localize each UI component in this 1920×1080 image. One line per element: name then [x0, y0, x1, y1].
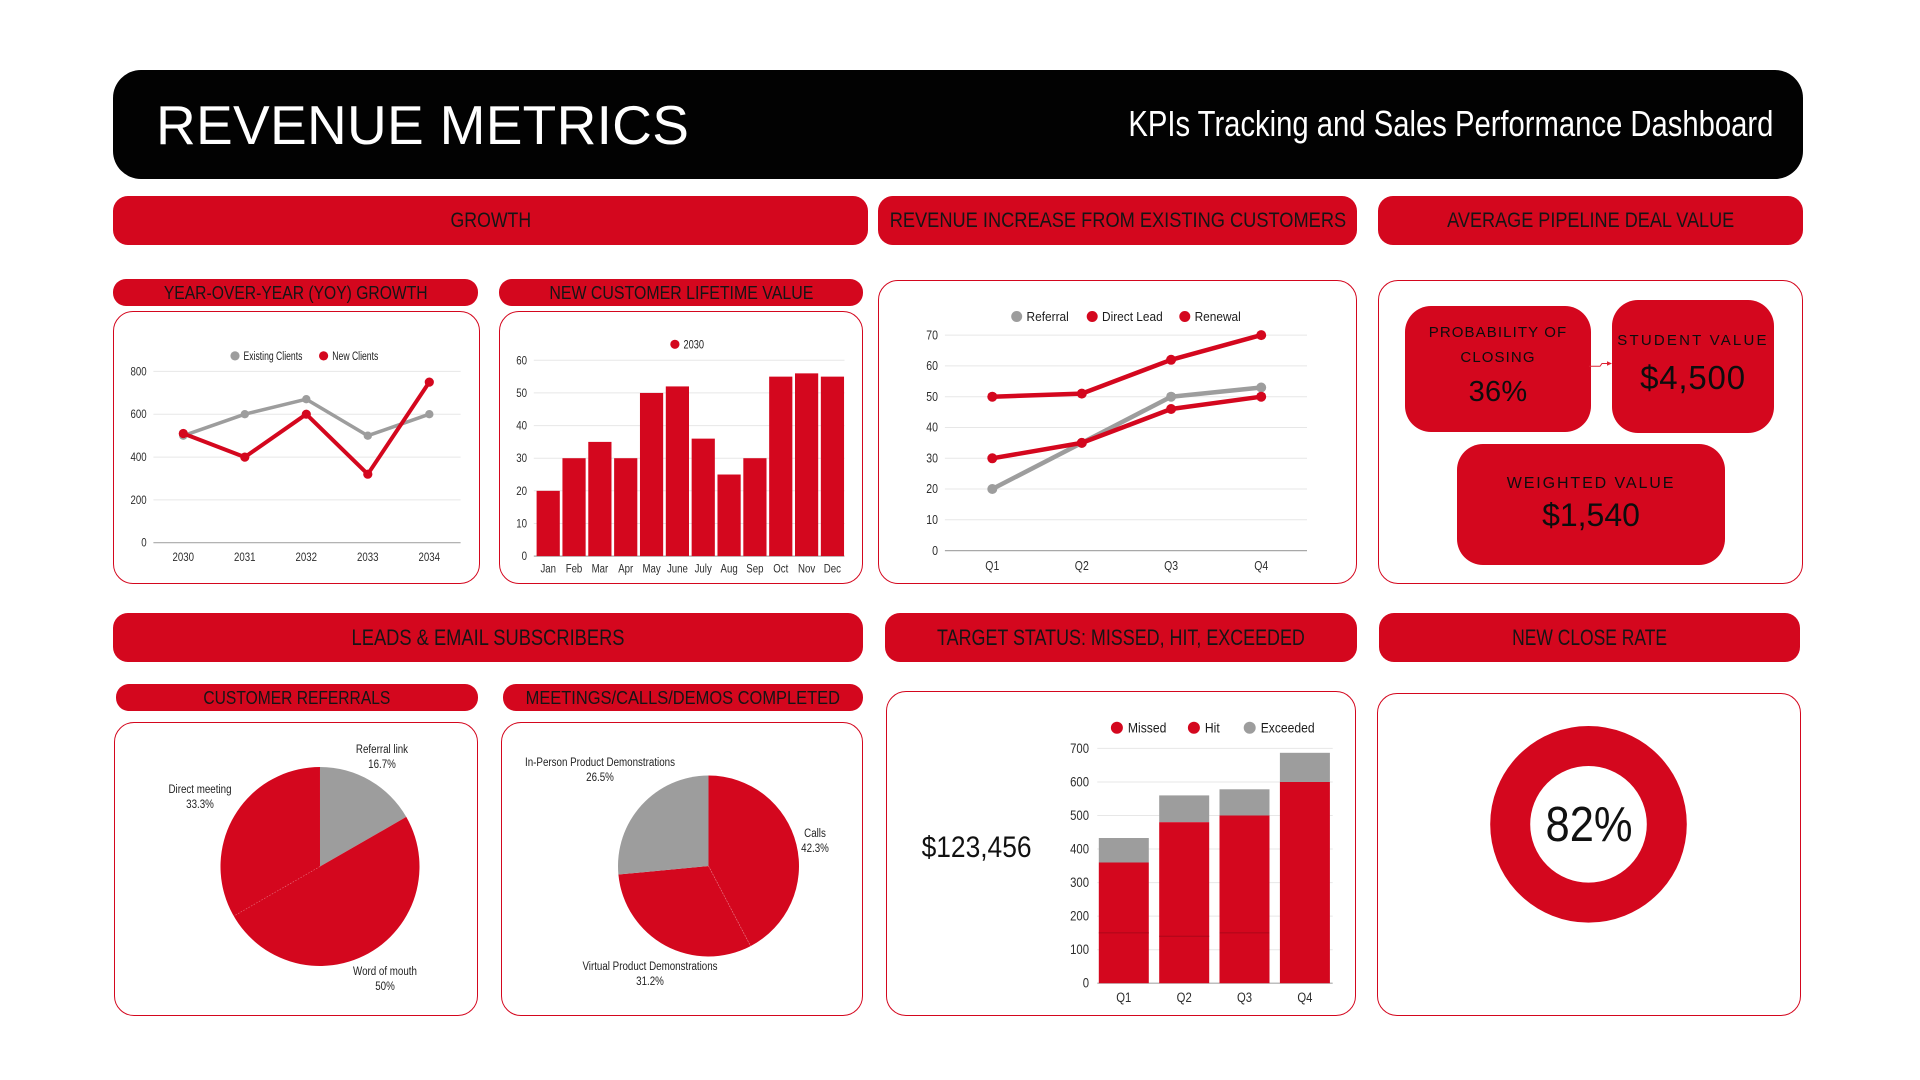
svg-text:Aug: Aug: [721, 564, 738, 576]
svg-text:0: 0: [522, 551, 527, 563]
svg-text:400: 400: [1070, 842, 1089, 857]
svg-text:Q4: Q4: [1254, 559, 1268, 573]
svg-text:Apr: Apr: [618, 564, 633, 576]
svg-text:Nov: Nov: [798, 564, 815, 576]
svg-text:Existing Clients: Existing Clients: [244, 351, 303, 363]
svg-text:600: 600: [131, 409, 147, 421]
svg-text:Q3: Q3: [1164, 559, 1178, 573]
svg-text:2031: 2031: [234, 552, 256, 564]
svg-text:10: 10: [926, 513, 938, 527]
svg-text:Referral: Referral: [1027, 310, 1069, 324]
svg-text:700: 700: [1070, 741, 1089, 756]
svg-text:40: 40: [926, 421, 938, 435]
svg-text:70: 70: [926, 328, 938, 342]
svg-text:Oct: Oct: [773, 564, 789, 576]
svg-text:0: 0: [141, 538, 146, 550]
svg-text:July: July: [695, 564, 712, 576]
svg-text:100: 100: [1070, 942, 1089, 957]
svg-text:500: 500: [1070, 808, 1089, 823]
svg-text:60: 60: [926, 359, 938, 373]
svg-text:Jan: Jan: [540, 564, 556, 576]
svg-text:30: 30: [926, 451, 938, 465]
svg-text:Direct Lead: Direct Lead: [1102, 310, 1163, 324]
svg-text:400: 400: [131, 452, 147, 464]
svg-text:20: 20: [926, 482, 938, 496]
svg-text:Q1: Q1: [985, 559, 999, 573]
svg-text:Dec: Dec: [824, 564, 841, 576]
svg-text:Q2: Q2: [1177, 990, 1192, 1005]
svg-text:2033: 2033: [357, 552, 379, 564]
svg-text:Missed: Missed: [1128, 721, 1167, 736]
svg-text:200: 200: [131, 495, 147, 507]
svg-text:40: 40: [516, 421, 527, 433]
svg-text:60: 60: [516, 355, 527, 367]
svg-text:2034: 2034: [419, 552, 441, 564]
svg-text:2032: 2032: [296, 552, 318, 564]
svg-text:Q1: Q1: [1116, 990, 1131, 1005]
svg-text:Exceeded: Exceeded: [1261, 721, 1315, 736]
svg-text:800: 800: [131, 366, 147, 378]
svg-text:20: 20: [516, 486, 527, 498]
svg-text:50: 50: [516, 388, 527, 400]
svg-text:Mar: Mar: [592, 564, 609, 576]
svg-text:10: 10: [516, 518, 527, 530]
svg-text:May: May: [643, 564, 661, 576]
svg-text:2030: 2030: [684, 339, 705, 351]
svg-text:200: 200: [1070, 909, 1089, 924]
svg-text:2030: 2030: [173, 552, 195, 564]
svg-text:0: 0: [1083, 976, 1089, 991]
svg-text:50: 50: [926, 390, 938, 404]
svg-text:Renewal: Renewal: [1195, 310, 1241, 324]
svg-text:Q2: Q2: [1075, 559, 1089, 573]
svg-text:Sep: Sep: [746, 564, 763, 576]
svg-text:Feb: Feb: [566, 564, 583, 576]
svg-text:Q3: Q3: [1237, 990, 1252, 1005]
svg-text:300: 300: [1070, 875, 1089, 890]
svg-text:June: June: [667, 564, 688, 576]
svg-text:30: 30: [516, 453, 527, 465]
svg-text:New Clients: New Clients: [332, 351, 378, 363]
svg-text:Q4: Q4: [1297, 990, 1313, 1005]
svg-text:600: 600: [1070, 774, 1089, 789]
svg-text:0: 0: [932, 544, 938, 558]
svg-text:Hit: Hit: [1205, 721, 1220, 736]
